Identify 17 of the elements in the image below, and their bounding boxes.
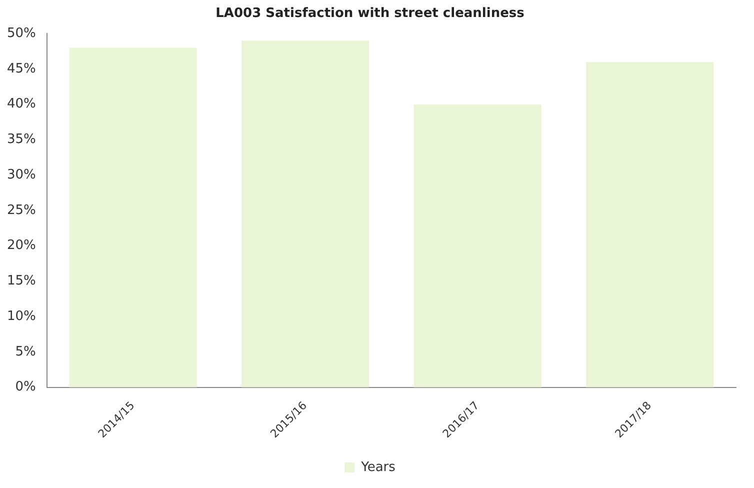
y-tick-label: 10% xyxy=(6,308,36,324)
chart-title: LA003 Satisfaction with street cleanliness xyxy=(216,6,525,22)
y-tick-label: 20% xyxy=(6,238,36,254)
y-tick-label: 15% xyxy=(6,274,36,289)
bar xyxy=(69,48,197,388)
y-tick-label: 45% xyxy=(6,61,36,76)
y-tick-label: 35% xyxy=(6,132,36,148)
bar xyxy=(414,104,542,388)
y-tick-label: 5% xyxy=(15,344,36,360)
y-tick-label: 50% xyxy=(6,26,36,41)
bar xyxy=(586,62,714,388)
bar xyxy=(242,40,370,388)
y-tick-label: 30% xyxy=(6,167,36,182)
y-tick-label: 25% xyxy=(6,202,36,218)
y-tick-label: 0% xyxy=(15,380,36,395)
legend-label: Years xyxy=(360,460,396,475)
y-tick-label: 40% xyxy=(6,96,36,112)
